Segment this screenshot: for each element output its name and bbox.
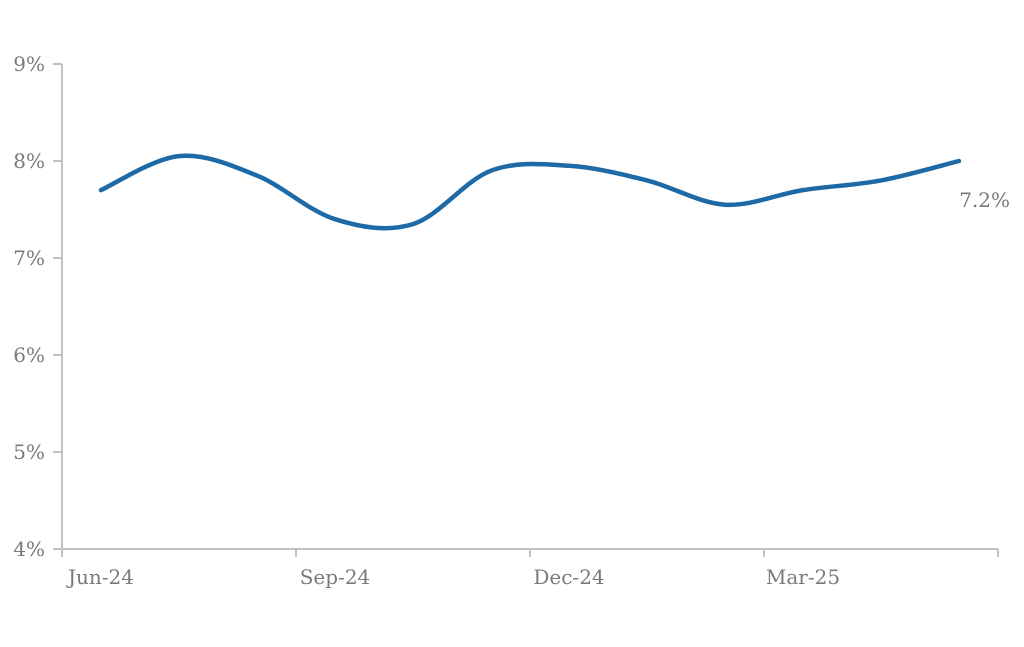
y-axis-tick-label: 8%: [13, 149, 45, 173]
x-axis-tick-label: Sep-24: [300, 565, 371, 589]
y-axis-tick-label: 9%: [13, 52, 45, 76]
y-axis-tick-label: 4%: [13, 537, 45, 561]
y-axis-tick-label: 5%: [13, 440, 45, 464]
y-axis-tick-label: 7%: [13, 246, 45, 270]
series-line: [98, 153, 962, 231]
last-value-label: 7.2%: [959, 188, 1010, 212]
x-axis-tick-label: Mar-25: [766, 565, 840, 589]
x-axis-tick-label: Jun-24: [66, 565, 134, 589]
x-axis-tick-label: Dec-24: [533, 565, 604, 589]
y-axis-tick-label: 6%: [13, 343, 45, 367]
